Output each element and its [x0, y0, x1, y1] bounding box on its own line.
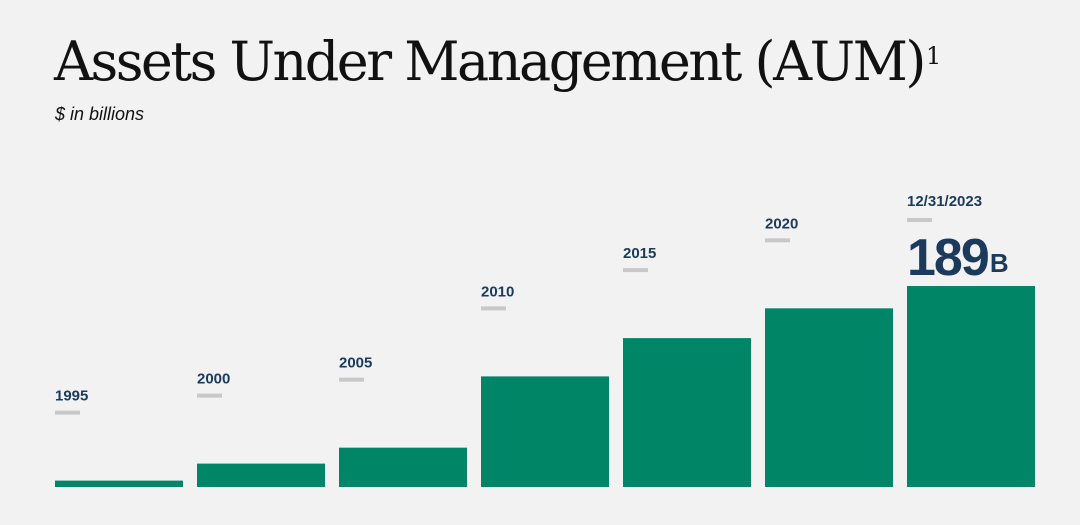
title-text: Assets Under Management (AUM) — [54, 30, 926, 93]
bar — [765, 308, 893, 487]
category-label: 2020 — [765, 215, 798, 232]
bar — [339, 447, 467, 487]
label-tick — [907, 218, 932, 222]
bar — [197, 463, 325, 487]
bar — [907, 286, 1035, 487]
label-tick — [765, 238, 790, 243]
bar — [623, 338, 751, 487]
label-tick — [55, 410, 80, 415]
title-footnote: 1 — [925, 42, 942, 70]
page-title: Assets Under Management (AUM)1 — [54, 22, 941, 102]
category-label: 2000 — [197, 371, 230, 388]
label-tick — [197, 393, 222, 398]
bar — [55, 480, 183, 487]
label-tick — [481, 306, 506, 311]
value-label: 189 — [907, 229, 988, 287]
category-label: 1995 — [55, 388, 88, 405]
category-label: 2010 — [481, 283, 514, 300]
category-label: 2015 — [623, 245, 656, 262]
category-label: 12/31/2023 — [907, 193, 982, 210]
value-unit-label: B — [990, 248, 1009, 278]
label-tick — [339, 377, 364, 382]
chart-subtitle: $ in billions — [55, 104, 145, 124]
category-label: 2005 — [339, 355, 372, 372]
bar — [481, 376, 609, 487]
label-tick — [623, 268, 648, 273]
